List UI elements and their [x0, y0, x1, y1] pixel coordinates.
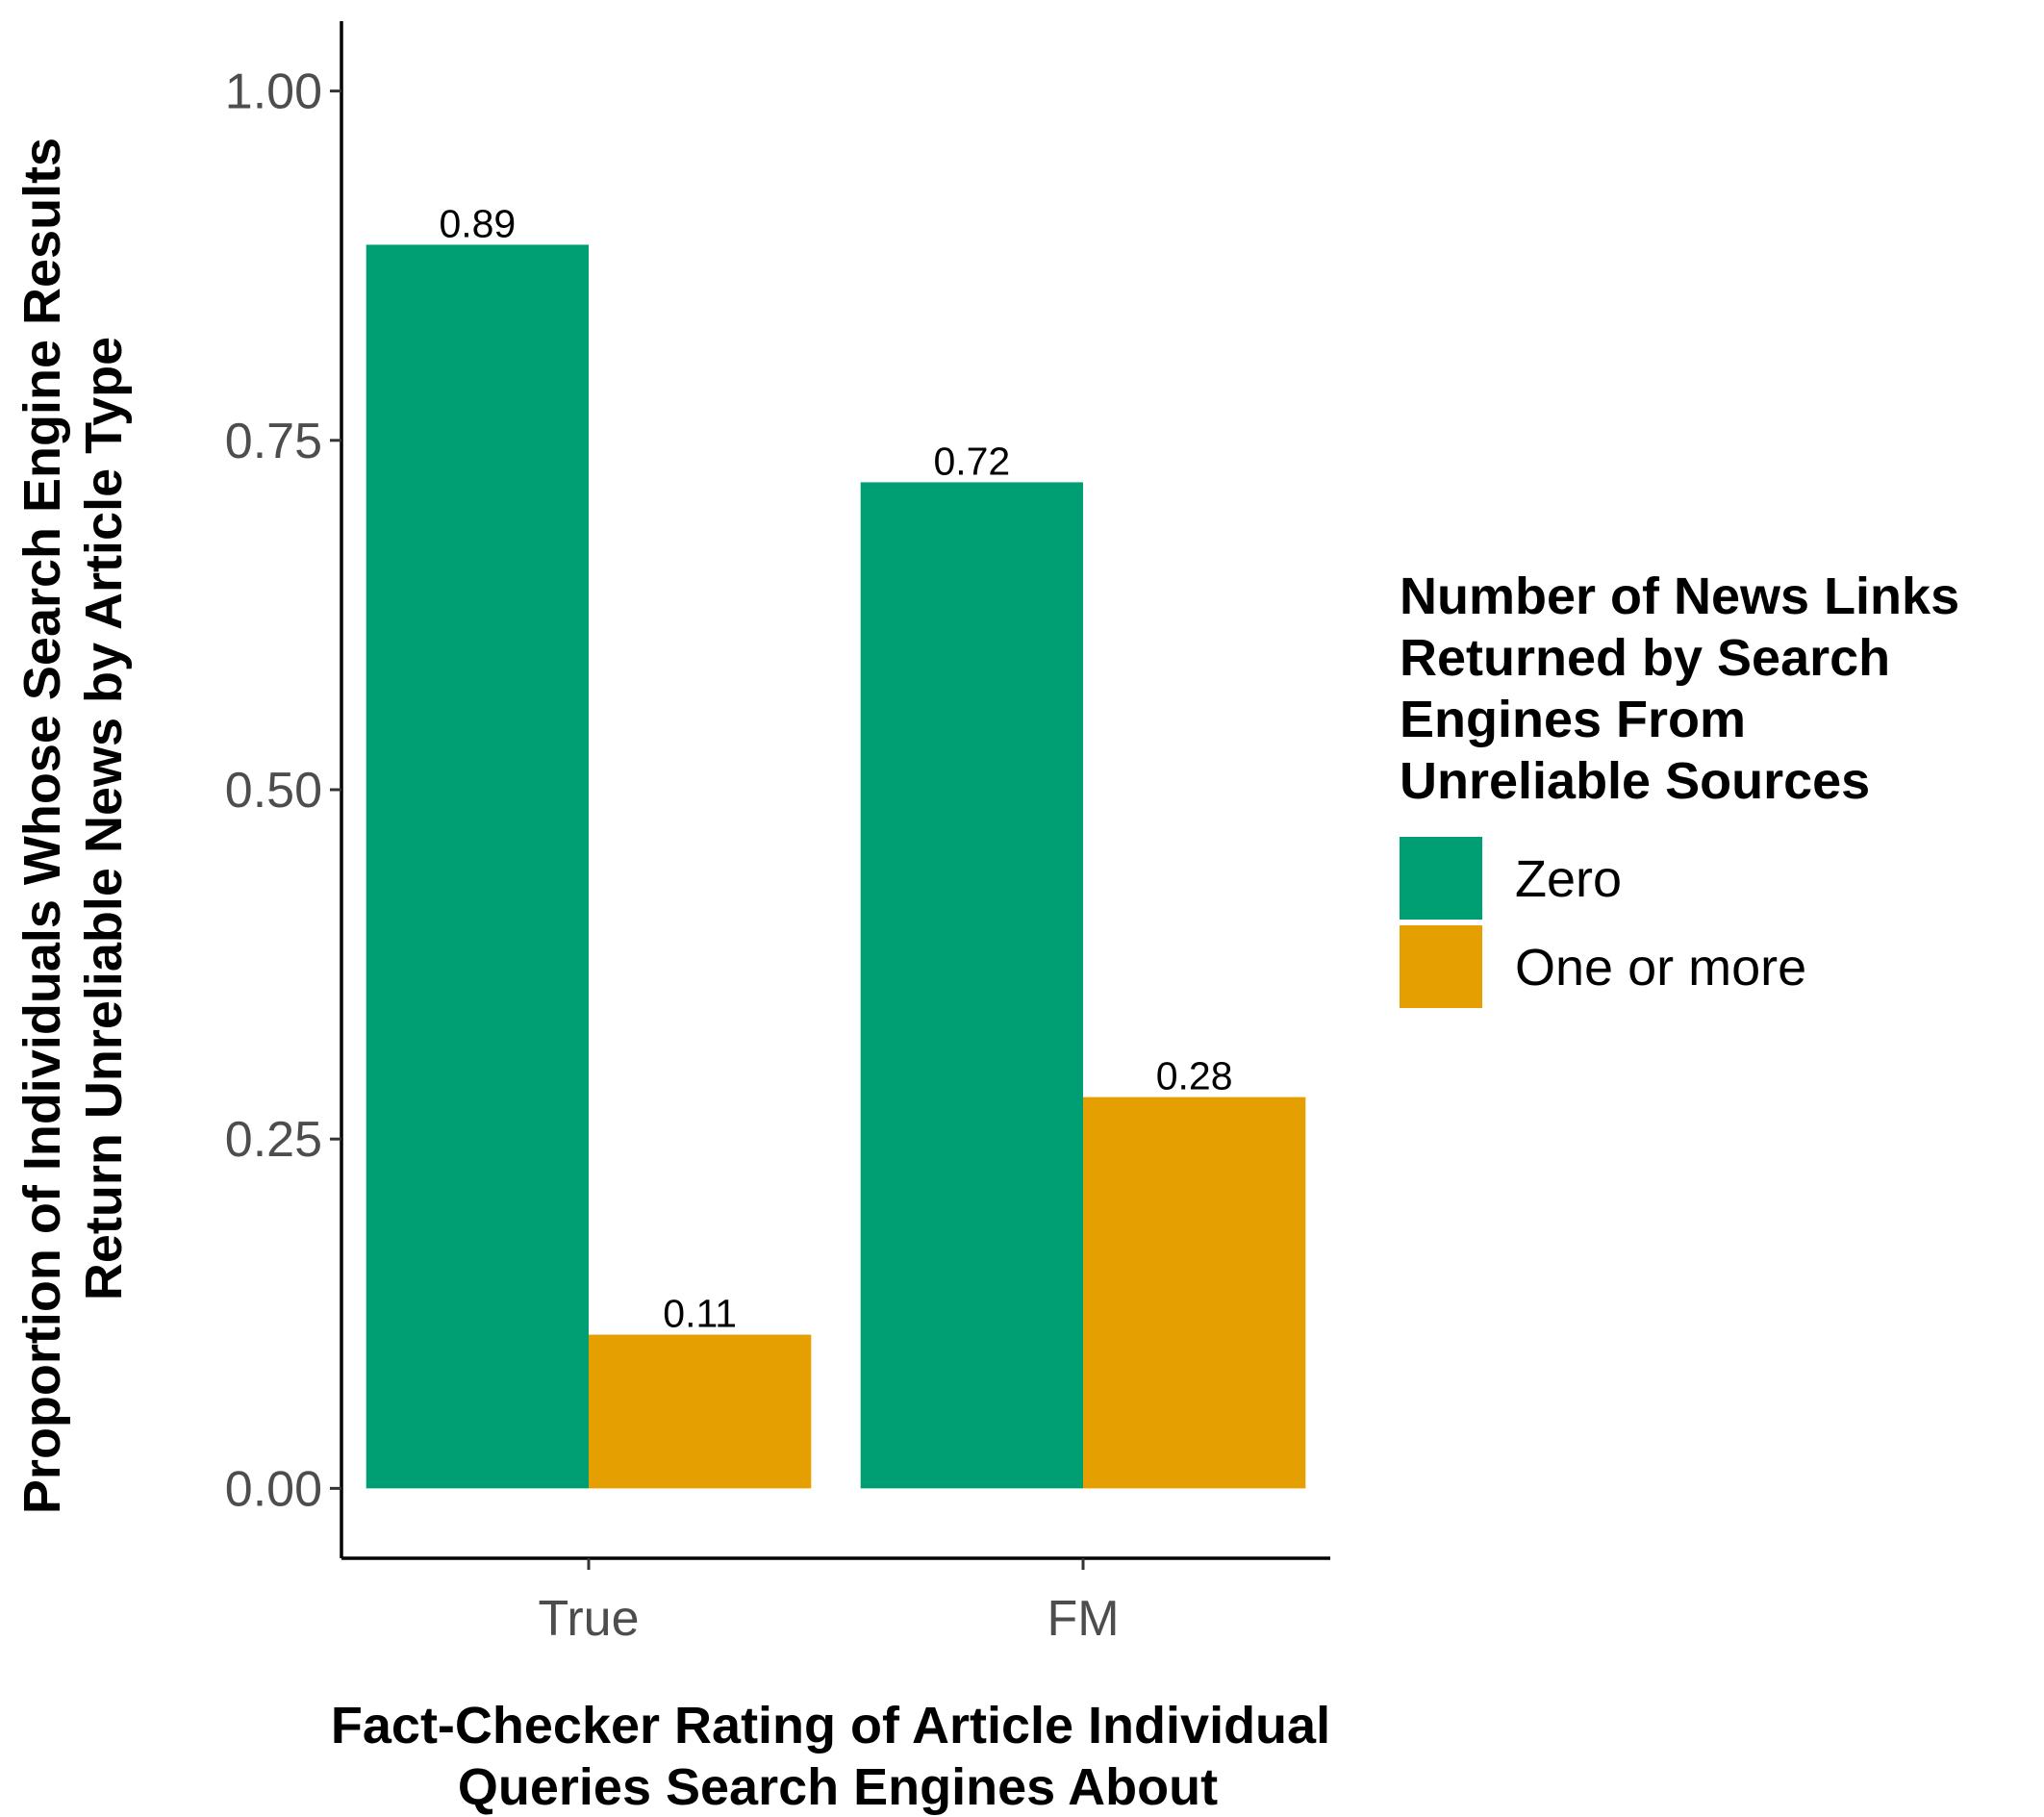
bar — [1083, 1097, 1306, 1489]
legend-label: One or more — [1515, 939, 1806, 997]
y-tick-label: 0.00 — [225, 1461, 322, 1517]
legend-title-line-3: Engines From — [1400, 691, 1746, 748]
legend-title-line-4: Unreliable Sources — [1400, 752, 1870, 810]
x-axis-title-line-1: Fact-Checker Rating of Article Individua… — [331, 1697, 1330, 1754]
x-axis-title: Fact-Checker Rating of Article Individua… — [331, 1697, 1345, 1816]
y-tick-label: 0.75 — [225, 414, 322, 469]
y-tick-label: 0.50 — [225, 763, 322, 819]
legend-title-line-2: Returned by Search — [1400, 629, 1890, 687]
legend-key — [1400, 837, 1482, 920]
bar — [589, 1334, 812, 1489]
y-axis-title-line-1: Proportion of Individuals Whose Search E… — [13, 138, 71, 1514]
legend-title: Number of News Links Returned by Search … — [1400, 568, 1974, 810]
legend-key — [1400, 925, 1482, 1008]
bars — [366, 244, 1306, 1489]
y-tick-label: 0.25 — [225, 1112, 322, 1168]
bar-data-label: 0.28 — [1156, 1054, 1233, 1098]
x-tick-label: True — [539, 1591, 640, 1647]
legend-items: Zero One or more — [1400, 837, 1806, 1008]
bar-labels: 0.89 0.11 0.72 0.28 — [439, 201, 1232, 1335]
bar-data-label: 0.72 — [933, 439, 1010, 483]
bar — [860, 482, 1083, 1489]
legend-label: Zero — [1515, 850, 1622, 908]
bar-data-label: 0.11 — [663, 1292, 737, 1336]
legend: Number of News Links Returned by Search … — [1400, 568, 1974, 1008]
x-axis: True FM — [341, 1556, 1330, 1647]
x-axis-title-line-2: Queries Search Engines About — [458, 1758, 1218, 1816]
y-axis-title-line-2: Return Unreliable News by Article Type — [75, 337, 133, 1300]
bar — [366, 244, 589, 1489]
y-axis-title: Proportion of Individuals Whose Search E… — [13, 123, 133, 1514]
legend-title-line-1: Number of News Links — [1400, 568, 1959, 625]
x-tick-label: FM — [1047, 1591, 1119, 1647]
y-axis: 0.00 0.25 0.50 0.75 1.00 — [225, 21, 343, 1558]
y-tick-label: 1.00 — [225, 64, 322, 120]
bar-data-label: 0.89 — [439, 201, 516, 245]
